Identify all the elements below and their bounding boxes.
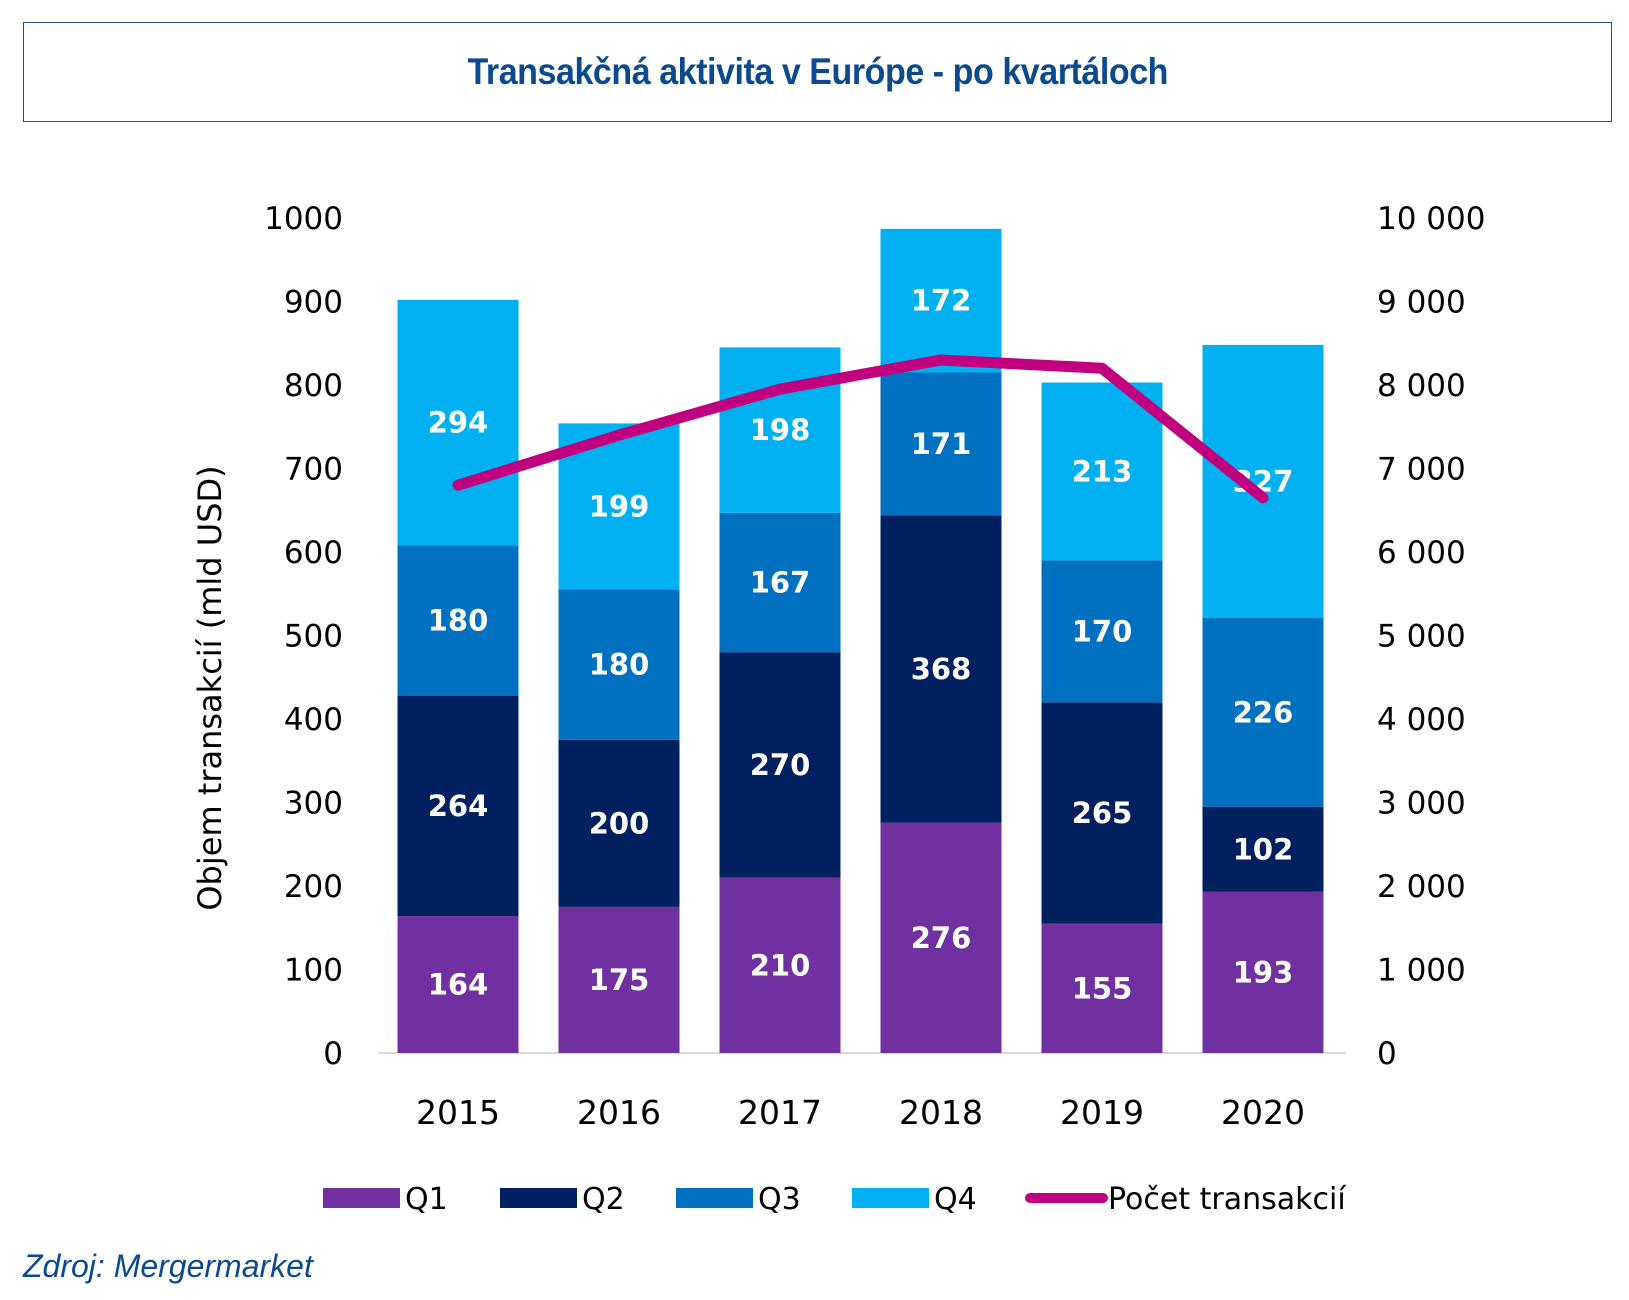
y-tick-label: 200 [284, 869, 343, 905]
y2-tick-label: 3 000 [1377, 786, 1466, 822]
y2-tick-label: 6 000 [1377, 535, 1466, 571]
chart-title-box: Transakčná aktivita v Európe - po kvartá… [23, 22, 1612, 122]
y2-tick-label: 5 000 [1377, 619, 1466, 655]
y-axis-title: Objem transakcií (mld USD) [191, 465, 229, 910]
bar-q1-2020 [1202, 891, 1324, 1053]
data-label: 180 [589, 648, 650, 682]
y2-tick-label: 0 [1377, 1036, 1397, 1072]
data-label: 175 [589, 963, 650, 997]
legend-label-q1: Q1 [405, 1182, 448, 1217]
y2-tick-label: 9 000 [1377, 285, 1466, 321]
y-tick-label: 900 [284, 285, 343, 321]
bar-q3-2017 [719, 512, 841, 653]
legend-label-q2: Q2 [582, 1182, 625, 1217]
x-tick-label: 2019 [1060, 1093, 1144, 1132]
data-label: 172 [911, 284, 972, 318]
y2-tick-label: 4 000 [1377, 702, 1466, 738]
bar-q4-2018 [880, 228, 1002, 373]
legend: Q1 Q2 Q3 Q4 Počet transakcií [323, 1182, 1347, 1217]
y-tick-label: 100 [284, 953, 343, 989]
data-label: 226 [1233, 695, 1294, 729]
bar-q2-2016 [558, 739, 680, 907]
x-axis-categories: 2015 2016 2017 2018 2019 2020 [416, 1093, 1305, 1132]
data-label: 200 [589, 806, 650, 840]
data-label: 170 [1072, 614, 1133, 648]
bar-q1-2015 [397, 916, 519, 1053]
legend-label-q4: Q4 [934, 1182, 977, 1217]
source-note: Zdroj: Mergermarket [23, 1248, 313, 1284]
data-label: 276 [911, 921, 972, 955]
x-tick-label: 2018 [899, 1093, 983, 1132]
data-label: 368 [911, 652, 972, 686]
data-label: 213 [1072, 454, 1133, 488]
data-label: 180 [428, 603, 489, 637]
bar-q1-2018 [880, 822, 1002, 1053]
y-tick-label: 1000 [264, 201, 343, 237]
line-series [452, 354, 1269, 504]
y2-tick-label: 7 000 [1377, 452, 1466, 488]
y-tick-label: 600 [284, 535, 343, 571]
bar-q2-2019 [1041, 702, 1163, 924]
y-axis-title-group: Objem transakcií (mld USD) [191, 465, 229, 910]
data-label: 102 [1233, 832, 1294, 866]
legend-label-q3: Q3 [758, 1182, 801, 1217]
y2-tick-label: 10 000 [1377, 201, 1485, 237]
legend-label-line: Počet transakcií [1108, 1182, 1347, 1217]
y2-tick-label: 2 000 [1377, 869, 1466, 905]
y-axis-left: 0 100 200 300 400 500 600 700 800 900 1000 [264, 201, 343, 1072]
bar-q1-2016 [558, 906, 680, 1053]
y-tick-label: 300 [284, 786, 343, 822]
y-tick-label: 400 [284, 702, 343, 738]
data-label: 164 [428, 968, 489, 1002]
bar-q4-2017 [719, 347, 841, 513]
data-label: 294 [428, 406, 489, 440]
bar-q3-2020 [1202, 617, 1324, 807]
y-tick-label: 0 [323, 1036, 343, 1072]
y-tick-label: 700 [284, 452, 343, 488]
y2-tick-label: 8 000 [1377, 368, 1466, 404]
data-label: 264 [428, 789, 489, 823]
legend-swatch-q2 [500, 1188, 577, 1208]
x-tick-label: 2015 [416, 1093, 500, 1132]
data-labels: 164 264 180 294 175 200 180 199 210 270 167 198 276 3… [428, 284, 1294, 1006]
y2-tick-label: 1 000 [1377, 953, 1466, 989]
y-axis-right: 0 1 000 2 000 3 000 4 000 5 000 6 000 7 000 8 00… [1377, 201, 1485, 1072]
line-pocet-transakcii [452, 354, 1269, 504]
data-label: 210 [750, 948, 811, 982]
bar-q3-2019 [1041, 560, 1163, 703]
x-tick-label: 2016 [577, 1093, 661, 1132]
bar-q4-2015 [397, 299, 519, 546]
bar-q2-2015 [397, 695, 519, 917]
bar-q2-2020 [1202, 806, 1324, 892]
data-label: 198 [750, 413, 811, 447]
bar-q4-2019 [1041, 382, 1163, 561]
bar-q3-2018 [880, 372, 1002, 516]
data-label: 199 [589, 489, 650, 523]
bar-q1-2017 [719, 877, 841, 1053]
legend-swatch-q1 [323, 1188, 400, 1208]
bar-q3-2016 [558, 589, 680, 740]
y-tick-label: 500 [284, 619, 343, 655]
data-label: 167 [750, 565, 811, 599]
bar-q2-2018 [880, 515, 1002, 823]
legend-swatch-q3 [676, 1188, 753, 1208]
y-tick-label: 800 [284, 368, 343, 404]
bar-q3-2015 [397, 545, 519, 696]
data-label: 155 [1072, 971, 1133, 1005]
x-tick-label: 2017 [738, 1093, 822, 1132]
data-label: 171 [911, 427, 972, 461]
data-label: 193 [1233, 955, 1294, 989]
bars [397, 228, 1324, 1053]
data-label: 270 [750, 748, 811, 782]
x-tick-label: 2020 [1221, 1093, 1305, 1132]
bar-q2-2017 [719, 652, 841, 878]
chart-title: Transakčná aktivita v Európe - po kvartá… [467, 51, 1168, 92]
data-label: 265 [1072, 796, 1133, 830]
legend-swatch-q4 [852, 1188, 929, 1208]
bar-q4-2020 [1202, 344, 1324, 618]
bar-q1-2019 [1041, 923, 1163, 1053]
